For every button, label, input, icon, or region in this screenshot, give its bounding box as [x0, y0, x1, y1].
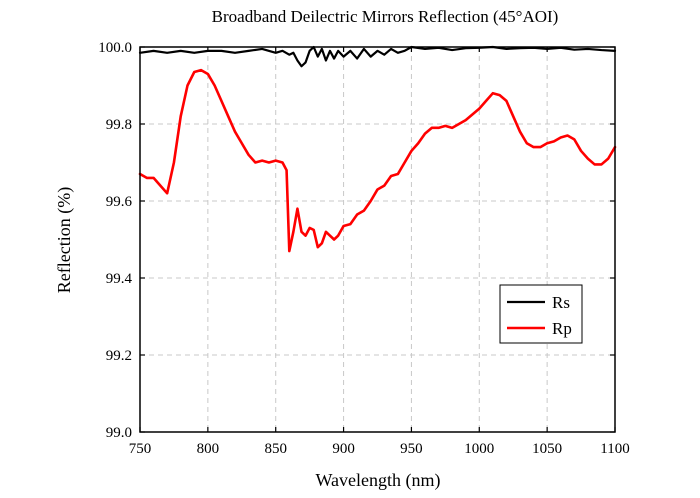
y-axis-label: Reflection (%)	[54, 187, 75, 293]
y-tick-label: 100.0	[98, 40, 132, 56]
legend-label-rs: Rs	[552, 293, 570, 312]
legend-label-rp: Rp	[552, 319, 572, 338]
tick-marks: 750 800 850 900 950 1000 1050 1100 99.0 99.2 99.4 9…	[98, 40, 629, 457]
x-axis-label: Wavelength (nm)	[315, 470, 440, 491]
x-tick-label: 1050	[532, 441, 562, 457]
x-tick-label: 800	[197, 441, 220, 457]
series-line-rp	[138, 68, 617, 253]
axes	[139, 46, 616, 433]
series-lines	[138, 45, 617, 253]
x-tick-label: 850	[264, 441, 287, 457]
chart-title: Broadband Deilectric Mirrors Reflection …	[212, 7, 559, 26]
x-tick-label: 1000	[464, 441, 494, 457]
x-tick-label: 900	[332, 441, 355, 457]
x-tick-label: 950	[400, 441, 423, 457]
y-tick-label: 99.0	[106, 425, 132, 441]
grid-lines	[140, 47, 615, 432]
legend: Rs Rp	[499, 284, 583, 344]
series-line-rs	[138, 45, 617, 68]
x-tick-label: 750	[129, 441, 152, 457]
x-tick-label: 1100	[600, 441, 629, 457]
legend-items: Rs Rp	[507, 293, 572, 338]
y-tick-label: 99.8	[106, 117, 132, 133]
y-tick-label: 99.4	[106, 271, 133, 287]
y-tick-label: 99.2	[106, 348, 132, 364]
legend-box	[499, 284, 583, 344]
y-tick-label: 99.6	[106, 194, 133, 210]
plot-frame	[139, 46, 616, 433]
